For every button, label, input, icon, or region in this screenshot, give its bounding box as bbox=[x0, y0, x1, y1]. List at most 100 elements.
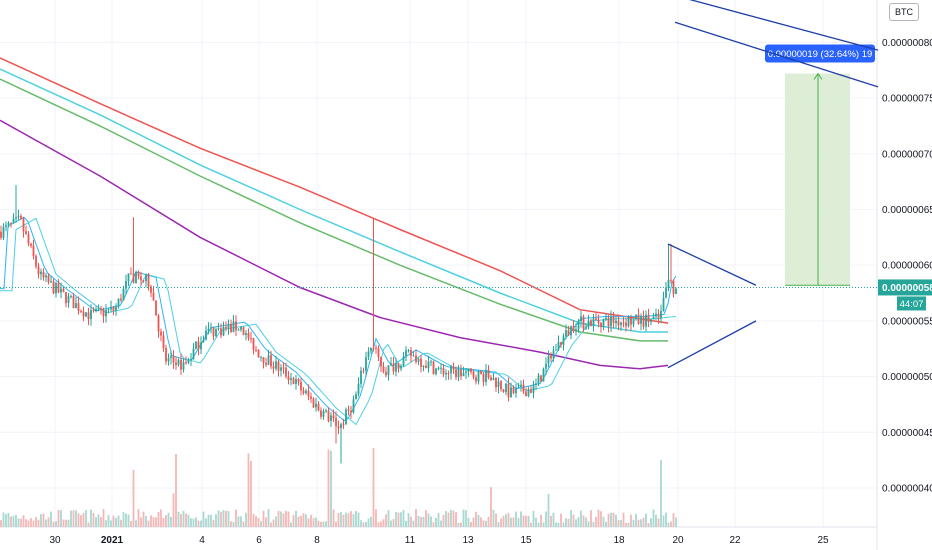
volume-bar bbox=[657, 518, 660, 527]
candle-body bbox=[457, 369, 460, 378]
candle-body bbox=[107, 309, 110, 311]
candle-body bbox=[130, 273, 132, 275]
candle-body bbox=[70, 296, 72, 298]
candle-body bbox=[250, 338, 252, 340]
candle-body bbox=[280, 367, 282, 371]
candle-body bbox=[630, 317, 632, 325]
candle-body bbox=[215, 329, 217, 337]
candle-body bbox=[465, 371, 467, 373]
currency-label[interactable]: BTC bbox=[889, 3, 919, 21]
candle-body bbox=[177, 359, 180, 366]
candle-body bbox=[32, 245, 35, 257]
candle-body bbox=[610, 316, 612, 327]
volume-bar bbox=[520, 511, 522, 527]
candle-body bbox=[137, 272, 140, 277]
candle-body bbox=[605, 317, 607, 320]
candle-body bbox=[500, 381, 502, 390]
candle-body bbox=[577, 321, 580, 330]
moving-average-line bbox=[0, 78, 668, 342]
candle-body bbox=[227, 324, 230, 329]
candle-body bbox=[180, 359, 182, 370]
volume-bar bbox=[552, 512, 555, 527]
candle-body bbox=[485, 369, 487, 382]
volume-bar bbox=[517, 518, 520, 527]
candle-body bbox=[342, 424, 345, 426]
measure-tool[interactable]: 0.00000019 (32.64%) 19 bbox=[765, 44, 875, 286]
volume-bar bbox=[477, 514, 480, 527]
volume-bar bbox=[222, 510, 225, 527]
volume-bar bbox=[622, 512, 625, 527]
candle-body bbox=[572, 326, 575, 332]
volume-bar bbox=[490, 487, 492, 527]
volume-bar bbox=[457, 522, 460, 527]
candle-body bbox=[265, 362, 267, 365]
candle-body bbox=[77, 303, 80, 311]
volume-bar bbox=[225, 510, 227, 527]
volume-bar bbox=[647, 522, 650, 527]
volume-bar bbox=[627, 522, 630, 527]
volume-bar bbox=[110, 520, 112, 527]
volume-bar bbox=[585, 517, 587, 527]
volume-bar bbox=[270, 522, 272, 527]
price-tick-label: 0.00000080 bbox=[882, 38, 932, 49]
volume-bar bbox=[385, 514, 387, 527]
trend-lines[interactable] bbox=[667, 0, 879, 369]
candle-body bbox=[7, 222, 10, 225]
candle-body bbox=[312, 398, 315, 408]
volume-bar bbox=[527, 516, 530, 527]
volume-bar bbox=[72, 510, 75, 527]
candle-body bbox=[330, 415, 332, 422]
candle-body bbox=[632, 319, 635, 325]
volume-bar bbox=[390, 520, 392, 527]
price-tick-label: 0.00000055 bbox=[882, 316, 932, 327]
time-tick-label: 8 bbox=[314, 535, 320, 546]
candle-body bbox=[492, 377, 495, 380]
candle-body bbox=[60, 288, 62, 293]
volume-bar bbox=[47, 517, 50, 527]
candle-body bbox=[345, 409, 347, 425]
candle-body bbox=[662, 297, 665, 311]
volume-bar bbox=[507, 512, 510, 527]
candle-body bbox=[382, 366, 385, 372]
candle-body bbox=[537, 375, 540, 384]
volume-bar bbox=[580, 510, 582, 527]
candle-body bbox=[167, 357, 170, 362]
volume-bar bbox=[32, 520, 35, 527]
volume-bar bbox=[140, 517, 142, 527]
candle-body bbox=[67, 296, 70, 304]
volume-bar bbox=[182, 510, 185, 527]
volume-bar bbox=[667, 522, 670, 527]
volume-bar bbox=[675, 517, 677, 527]
candle-body bbox=[595, 318, 597, 320]
volume-bar bbox=[367, 518, 370, 527]
candle-body bbox=[155, 300, 157, 316]
volume-bar bbox=[417, 515, 420, 527]
price-axis[interactable]: 0.00000080 0.00000075 0.00000070 0.00000065… bbox=[878, 38, 932, 495]
candle-body bbox=[255, 349, 257, 351]
volume-bar bbox=[135, 520, 137, 527]
volume-bar bbox=[652, 509, 655, 527]
candle-body bbox=[112, 307, 115, 311]
candle-body bbox=[497, 381, 500, 388]
candle-body bbox=[675, 288, 677, 294]
time-tick-label: 11 bbox=[405, 535, 416, 546]
volume-bar bbox=[307, 518, 310, 527]
volume-bar bbox=[317, 520, 320, 527]
volume-bar bbox=[452, 510, 455, 527]
volume-bar bbox=[287, 511, 290, 527]
candle-body bbox=[367, 351, 370, 358]
candle-body bbox=[327, 410, 330, 422]
volume-bar bbox=[260, 521, 262, 527]
volume-bar bbox=[512, 517, 515, 527]
candle-body bbox=[645, 314, 647, 327]
volume-bar bbox=[660, 460, 662, 527]
volume-bar bbox=[250, 460, 252, 527]
volume-bar bbox=[672, 513, 675, 527]
candle-body bbox=[57, 283, 60, 293]
candle-body bbox=[667, 279, 670, 289]
volume-bar bbox=[255, 516, 257, 527]
candle-body bbox=[80, 310, 82, 312]
volume-bar bbox=[215, 514, 217, 527]
time-axis[interactable]: 30 2021 4 6 8 11 13 15 18 20 22 25 bbox=[49, 535, 829, 546]
